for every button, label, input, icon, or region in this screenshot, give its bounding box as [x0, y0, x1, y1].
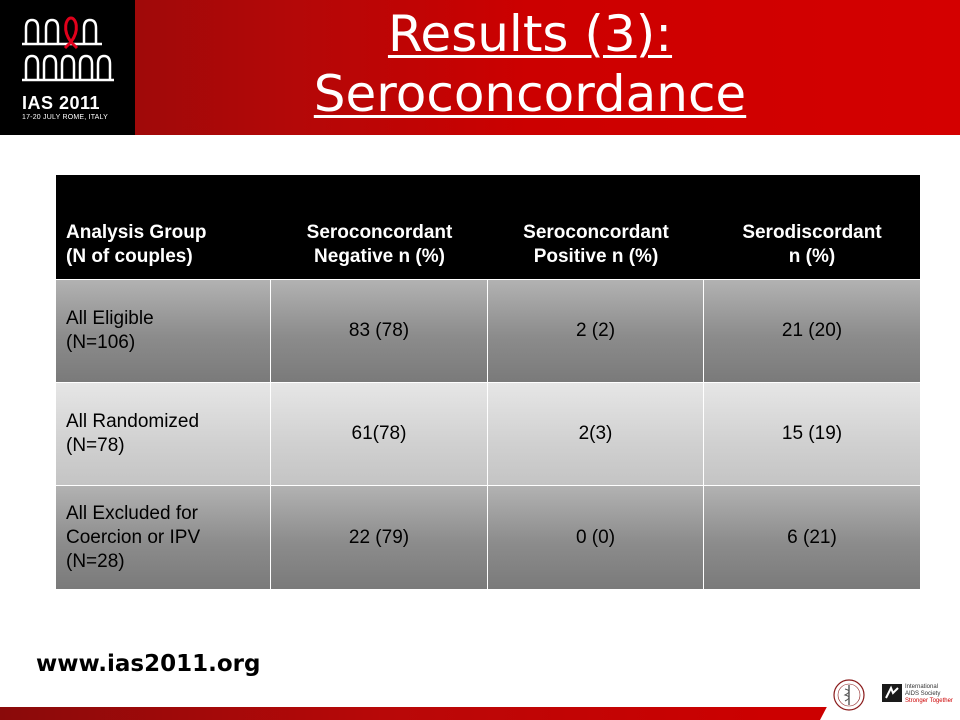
header-text: Seroconcordant	[523, 222, 669, 243]
website-url[interactable]: www.ias2011.org	[36, 651, 261, 677]
table-row: All Excluded for Coercion or IPV (N=28) 22…	[56, 485, 920, 589]
footer-bar	[0, 707, 960, 720]
group-text: All Excluded for	[66, 502, 199, 524]
ias-mark-icon	[882, 684, 902, 702]
group-text: All Randomized	[66, 411, 200, 432]
badge-line: Stronger Together	[905, 698, 953, 704]
header-text: Negative n (%)	[314, 246, 445, 267]
group-cell: All Eligible (N=106)	[56, 279, 271, 382]
positive-cell: 2 (2)	[488, 279, 704, 382]
header-cell-analysis-group: Analysis Group (N of couples)	[56, 175, 271, 279]
group-text: (N=106)	[66, 332, 136, 353]
discordant-cell: 21 (20)	[704, 279, 920, 382]
group-text: (N=28)	[66, 550, 125, 572]
discordant-cell: 15 (19)	[704, 382, 920, 485]
badge-line: International	[905, 684, 939, 690]
header-text: Positive n (%)	[533, 246, 659, 267]
positive-cell: 0 (0)	[488, 485, 704, 589]
header-cell-seroconcordant-negative: Seroconcordant Negative n (%)	[271, 175, 488, 279]
conference-logo: IAS 2011 17-20 JULY ROME, ITALY	[0, 0, 135, 135]
ias-society-text: International AIDS Society Stronger Toge…	[905, 684, 953, 705]
group-text: (N=78)	[66, 435, 125, 456]
group-cell: All Excluded for Coercion or IPV (N=28)	[56, 485, 271, 589]
positive-cell: 2(3)	[488, 382, 704, 485]
table-row: All Eligible (N=106) 83 (78) 2 (2) 21 (20…	[56, 279, 920, 382]
header-text: Seroconcordant	[306, 222, 453, 243]
badge-line: AIDS Society	[905, 691, 941, 697]
logo-title: IAS 2011	[22, 93, 101, 113]
logo-subtitle: 17-20 JULY ROME, ITALY	[22, 114, 108, 121]
group-cell: All Randomized (N=78)	[56, 382, 271, 485]
title-line-2: Seroconcordance	[313, 65, 747, 123]
header-text: Serodiscordant	[742, 222, 882, 243]
header-text: n (%)	[788, 246, 836, 267]
discordant-cell: 6 (21)	[704, 485, 920, 589]
header-text: (N of couples)	[66, 246, 193, 267]
results-table: Analysis Group (N of couples) Seroconcord…	[56, 175, 920, 589]
table-row: All Randomized (N=78) 61(78) 2(3) 15 (19)	[56, 382, 920, 485]
negative-cell: 83 (78)	[271, 279, 488, 382]
group-text: All Eligible	[66, 308, 154, 329]
negative-cell: 22 (79)	[271, 485, 488, 589]
header-band: IAS 2011 17-20 JULY ROME, ITALY Results …	[0, 0, 960, 135]
header-cell-serodiscordant: Serodiscordant n (%)	[704, 175, 920, 279]
negative-cell: 61(78)	[271, 382, 488, 485]
table-header-row: Analysis Group (N of couples) Seroconcord…	[56, 175, 920, 279]
slide-title: Results (3): Seroconcordance	[135, 4, 925, 124]
title-line-1: Results (3):	[387, 5, 673, 63]
caduceus-seal-icon	[833, 679, 865, 711]
colosseum-arches-icon	[22, 16, 114, 82]
header-text: Analysis Group	[66, 222, 207, 243]
header-cell-seroconcordant-positive: Seroconcordant Positive n (%)	[488, 175, 704, 279]
group-text: Coercion or IPV	[66, 526, 201, 548]
